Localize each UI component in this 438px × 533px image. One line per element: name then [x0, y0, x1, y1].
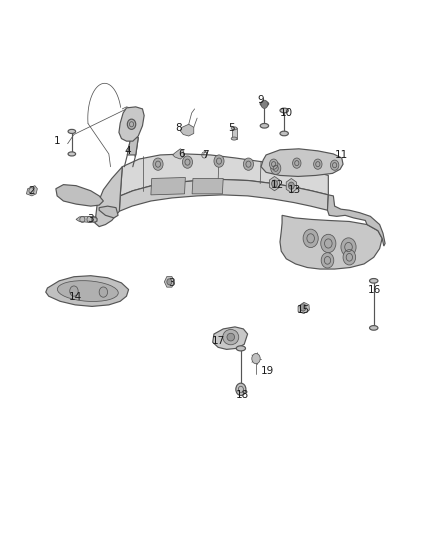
Polygon shape	[286, 179, 297, 193]
Ellipse shape	[68, 130, 76, 133]
Polygon shape	[280, 215, 382, 269]
Text: 12: 12	[271, 180, 285, 190]
Polygon shape	[119, 180, 328, 211]
Circle shape	[127, 119, 136, 130]
Text: 17: 17	[212, 336, 225, 346]
Circle shape	[341, 238, 356, 256]
Polygon shape	[232, 128, 237, 139]
Text: 3: 3	[88, 214, 94, 224]
Polygon shape	[298, 302, 309, 313]
Polygon shape	[76, 216, 97, 222]
Text: 1: 1	[54, 136, 60, 146]
Circle shape	[244, 158, 254, 171]
Circle shape	[70, 286, 78, 296]
Text: 8: 8	[176, 123, 182, 133]
Circle shape	[269, 159, 278, 169]
Circle shape	[303, 229, 318, 247]
Ellipse shape	[280, 108, 288, 113]
Circle shape	[343, 249, 356, 265]
Text: 15: 15	[297, 305, 310, 315]
Text: 7: 7	[202, 150, 209, 160]
Text: 11: 11	[334, 150, 348, 160]
Circle shape	[293, 158, 301, 168]
Circle shape	[236, 383, 246, 395]
Polygon shape	[120, 154, 328, 196]
Polygon shape	[213, 327, 247, 350]
Text: 13: 13	[288, 185, 301, 195]
Circle shape	[214, 155, 224, 167]
Circle shape	[330, 160, 339, 171]
Polygon shape	[46, 276, 129, 306]
Polygon shape	[269, 176, 279, 191]
Circle shape	[153, 158, 163, 171]
Ellipse shape	[370, 326, 378, 330]
Text: 9: 9	[258, 95, 265, 105]
Ellipse shape	[231, 127, 237, 130]
Circle shape	[261, 100, 268, 108]
Circle shape	[252, 353, 260, 364]
Polygon shape	[180, 124, 194, 136]
Text: 5: 5	[228, 123, 235, 133]
Polygon shape	[261, 149, 343, 176]
Polygon shape	[164, 277, 174, 287]
Text: 3: 3	[169, 278, 175, 288]
Polygon shape	[26, 185, 37, 196]
Polygon shape	[56, 184, 103, 206]
Ellipse shape	[68, 152, 76, 156]
Circle shape	[321, 253, 334, 268]
Polygon shape	[192, 179, 223, 194]
Circle shape	[271, 162, 281, 174]
Circle shape	[272, 180, 277, 187]
Ellipse shape	[223, 329, 239, 345]
Circle shape	[321, 235, 336, 253]
Text: 14: 14	[69, 292, 82, 302]
Circle shape	[182, 156, 193, 168]
Ellipse shape	[280, 131, 288, 136]
Text: 10: 10	[280, 108, 293, 118]
Polygon shape	[173, 149, 184, 159]
Ellipse shape	[260, 101, 268, 106]
Text: 19: 19	[261, 366, 274, 376]
Polygon shape	[127, 138, 138, 155]
Circle shape	[167, 279, 172, 285]
Ellipse shape	[227, 333, 235, 341]
Circle shape	[288, 182, 294, 189]
Text: 18: 18	[236, 391, 249, 400]
Ellipse shape	[57, 281, 118, 302]
Polygon shape	[119, 107, 144, 141]
Text: 2: 2	[28, 186, 35, 196]
Circle shape	[99, 287, 108, 297]
Polygon shape	[151, 177, 185, 195]
Text: 16: 16	[368, 285, 381, 295]
Text: 6: 6	[179, 149, 185, 159]
Circle shape	[300, 304, 306, 311]
Ellipse shape	[260, 124, 268, 128]
Circle shape	[314, 159, 322, 169]
Text: 4: 4	[124, 146, 131, 156]
Polygon shape	[99, 206, 118, 218]
Polygon shape	[95, 167, 122, 227]
Ellipse shape	[370, 279, 378, 283]
Ellipse shape	[231, 137, 237, 140]
Polygon shape	[328, 195, 385, 246]
Ellipse shape	[236, 346, 245, 351]
